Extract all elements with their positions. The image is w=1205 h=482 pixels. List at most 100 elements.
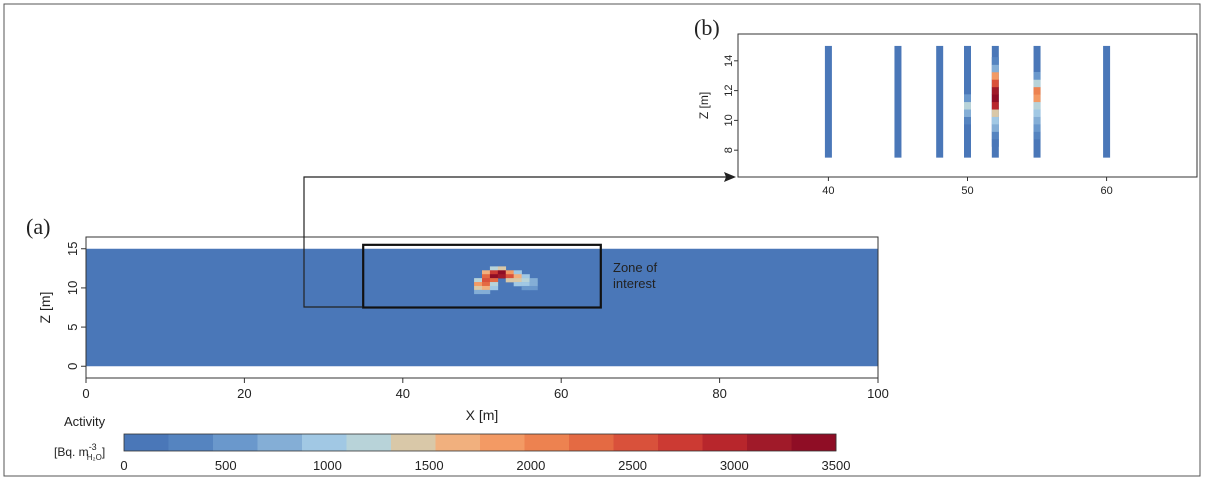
column-segment (964, 101, 971, 110)
column-segment (1033, 124, 1041, 132)
plume-cell (521, 274, 530, 279)
column-segment (1033, 79, 1041, 88)
b-y-tick-label: 10 (723, 114, 735, 126)
plume-cell (513, 278, 522, 283)
column-segment (1033, 101, 1041, 110)
connector-line (303, 176, 726, 308)
plume-cell (482, 285, 491, 291)
colorbar-tick-label: 1000 (313, 458, 342, 473)
b-y-tick-label: 14 (723, 55, 735, 67)
column-segment (1033, 116, 1041, 125)
colorbar-unit-close: ] (102, 445, 105, 459)
panel-a-axes-frame (85, 236, 879, 379)
plume-cell (474, 278, 483, 283)
plume-cell (482, 289, 491, 295)
plume-cell (489, 282, 499, 287)
colorbar: 0 500 1000 1500 2000 2500 3000 3500 (120, 433, 851, 473)
colorbar-unit-sub: H₂O (87, 453, 102, 462)
sensor-column (936, 45, 944, 158)
column-segment (1033, 131, 1041, 140)
plume-cell (497, 274, 507, 279)
x-tick-label: 20 (237, 386, 251, 401)
colorbar-segment (524, 434, 570, 451)
plume-cell (489, 278, 499, 283)
column-segment (964, 109, 971, 117)
plume-cell (482, 274, 491, 279)
plume-cell (489, 274, 499, 279)
plume-cell (529, 278, 538, 283)
x-tick-label: 0 (82, 386, 89, 401)
column-segment (964, 116, 971, 125)
x-axis-label: X [m] (466, 407, 499, 423)
colorbar-segment (569, 434, 614, 451)
column-segment (991, 101, 999, 110)
colorbar-tick-label: 3500 (822, 458, 851, 473)
column-segment (991, 116, 999, 125)
plume-cell (489, 266, 499, 271)
colorbar-tick-label: 0 (120, 458, 127, 473)
plume-cell (505, 274, 514, 279)
plume-cell (529, 285, 538, 291)
column-segment (991, 71, 999, 80)
panel-b-label: (b) (694, 15, 720, 40)
plume-cell (513, 270, 522, 275)
y-axis-label: Z [m] (37, 292, 53, 324)
column-segment (991, 79, 999, 88)
colorbar-tick-label: 3000 (720, 458, 749, 473)
plume-cell (505, 270, 514, 275)
plume-cell (521, 278, 530, 283)
plume-cell (489, 270, 499, 275)
y-tick-label: 15 (65, 242, 80, 256)
colorbar-segment (391, 434, 436, 451)
b-x-tick-label: 40 (822, 185, 834, 197)
zone-label-line2: interest (613, 276, 656, 291)
colorbar-unit-main: [Bq. m (54, 445, 89, 459)
plume-cell (521, 282, 530, 287)
y-tick-label: 0 (65, 363, 80, 370)
plume-cell (474, 285, 483, 291)
x-tick-label: 40 (396, 386, 410, 401)
b-x-tick-label: 60 (1100, 185, 1112, 197)
column-segment (964, 94, 971, 103)
b-x-tick-label: 50 (961, 185, 973, 197)
colorbar-segment (435, 434, 481, 451)
sensor-column (824, 45, 832, 158)
panel-a-heatmap: 0 20 40 60 80 100 0 5 10 15 X [m] Z [m] (37, 236, 889, 423)
colorbar-segment (658, 434, 703, 451)
b-y-tick-label: 12 (723, 84, 735, 96)
column-segment (991, 94, 999, 103)
colorbar-title: Activity (64, 414, 106, 429)
x-tick-label: 80 (712, 386, 726, 401)
column-segment (1033, 71, 1041, 80)
column-segment (991, 131, 999, 140)
colorbar-unit: [Bq. m-3 H₂O] (54, 442, 105, 462)
zone-of-interest-box (362, 243, 602, 309)
plume-cell (497, 266, 507, 271)
colorbar-segment (346, 434, 392, 451)
column-segment (991, 139, 999, 147)
panel-a-label: (a) (26, 214, 50, 239)
x-tick-label: 100 (867, 386, 889, 401)
plume-cell (513, 274, 522, 279)
colorbar-tick-label: 500 (215, 458, 237, 473)
column-segment (1033, 109, 1041, 117)
panel-b-heatmap: 40 50 60 8 10 12 14 Z [m] (697, 33, 1198, 197)
colorbar-segment (257, 434, 303, 451)
colorbar-segment (168, 434, 214, 451)
y-tick-label: 5 (65, 323, 80, 330)
column-segment (991, 64, 999, 73)
plume-cell (521, 285, 530, 291)
plume-cell (489, 285, 499, 291)
plume-cell (529, 282, 538, 287)
plume-cell (505, 278, 514, 283)
plume-cell (474, 282, 483, 287)
colorbar-tick-label: 2500 (618, 458, 647, 473)
colorbar-segment (702, 434, 748, 451)
connector-arrowhead (724, 172, 736, 182)
column-segment (991, 124, 999, 132)
colorbar-segment (613, 434, 659, 451)
colorbar-tick-label: 1500 (415, 458, 444, 473)
column-segment (1033, 94, 1041, 103)
b-y-axis-label: Z [m] (697, 92, 711, 119)
